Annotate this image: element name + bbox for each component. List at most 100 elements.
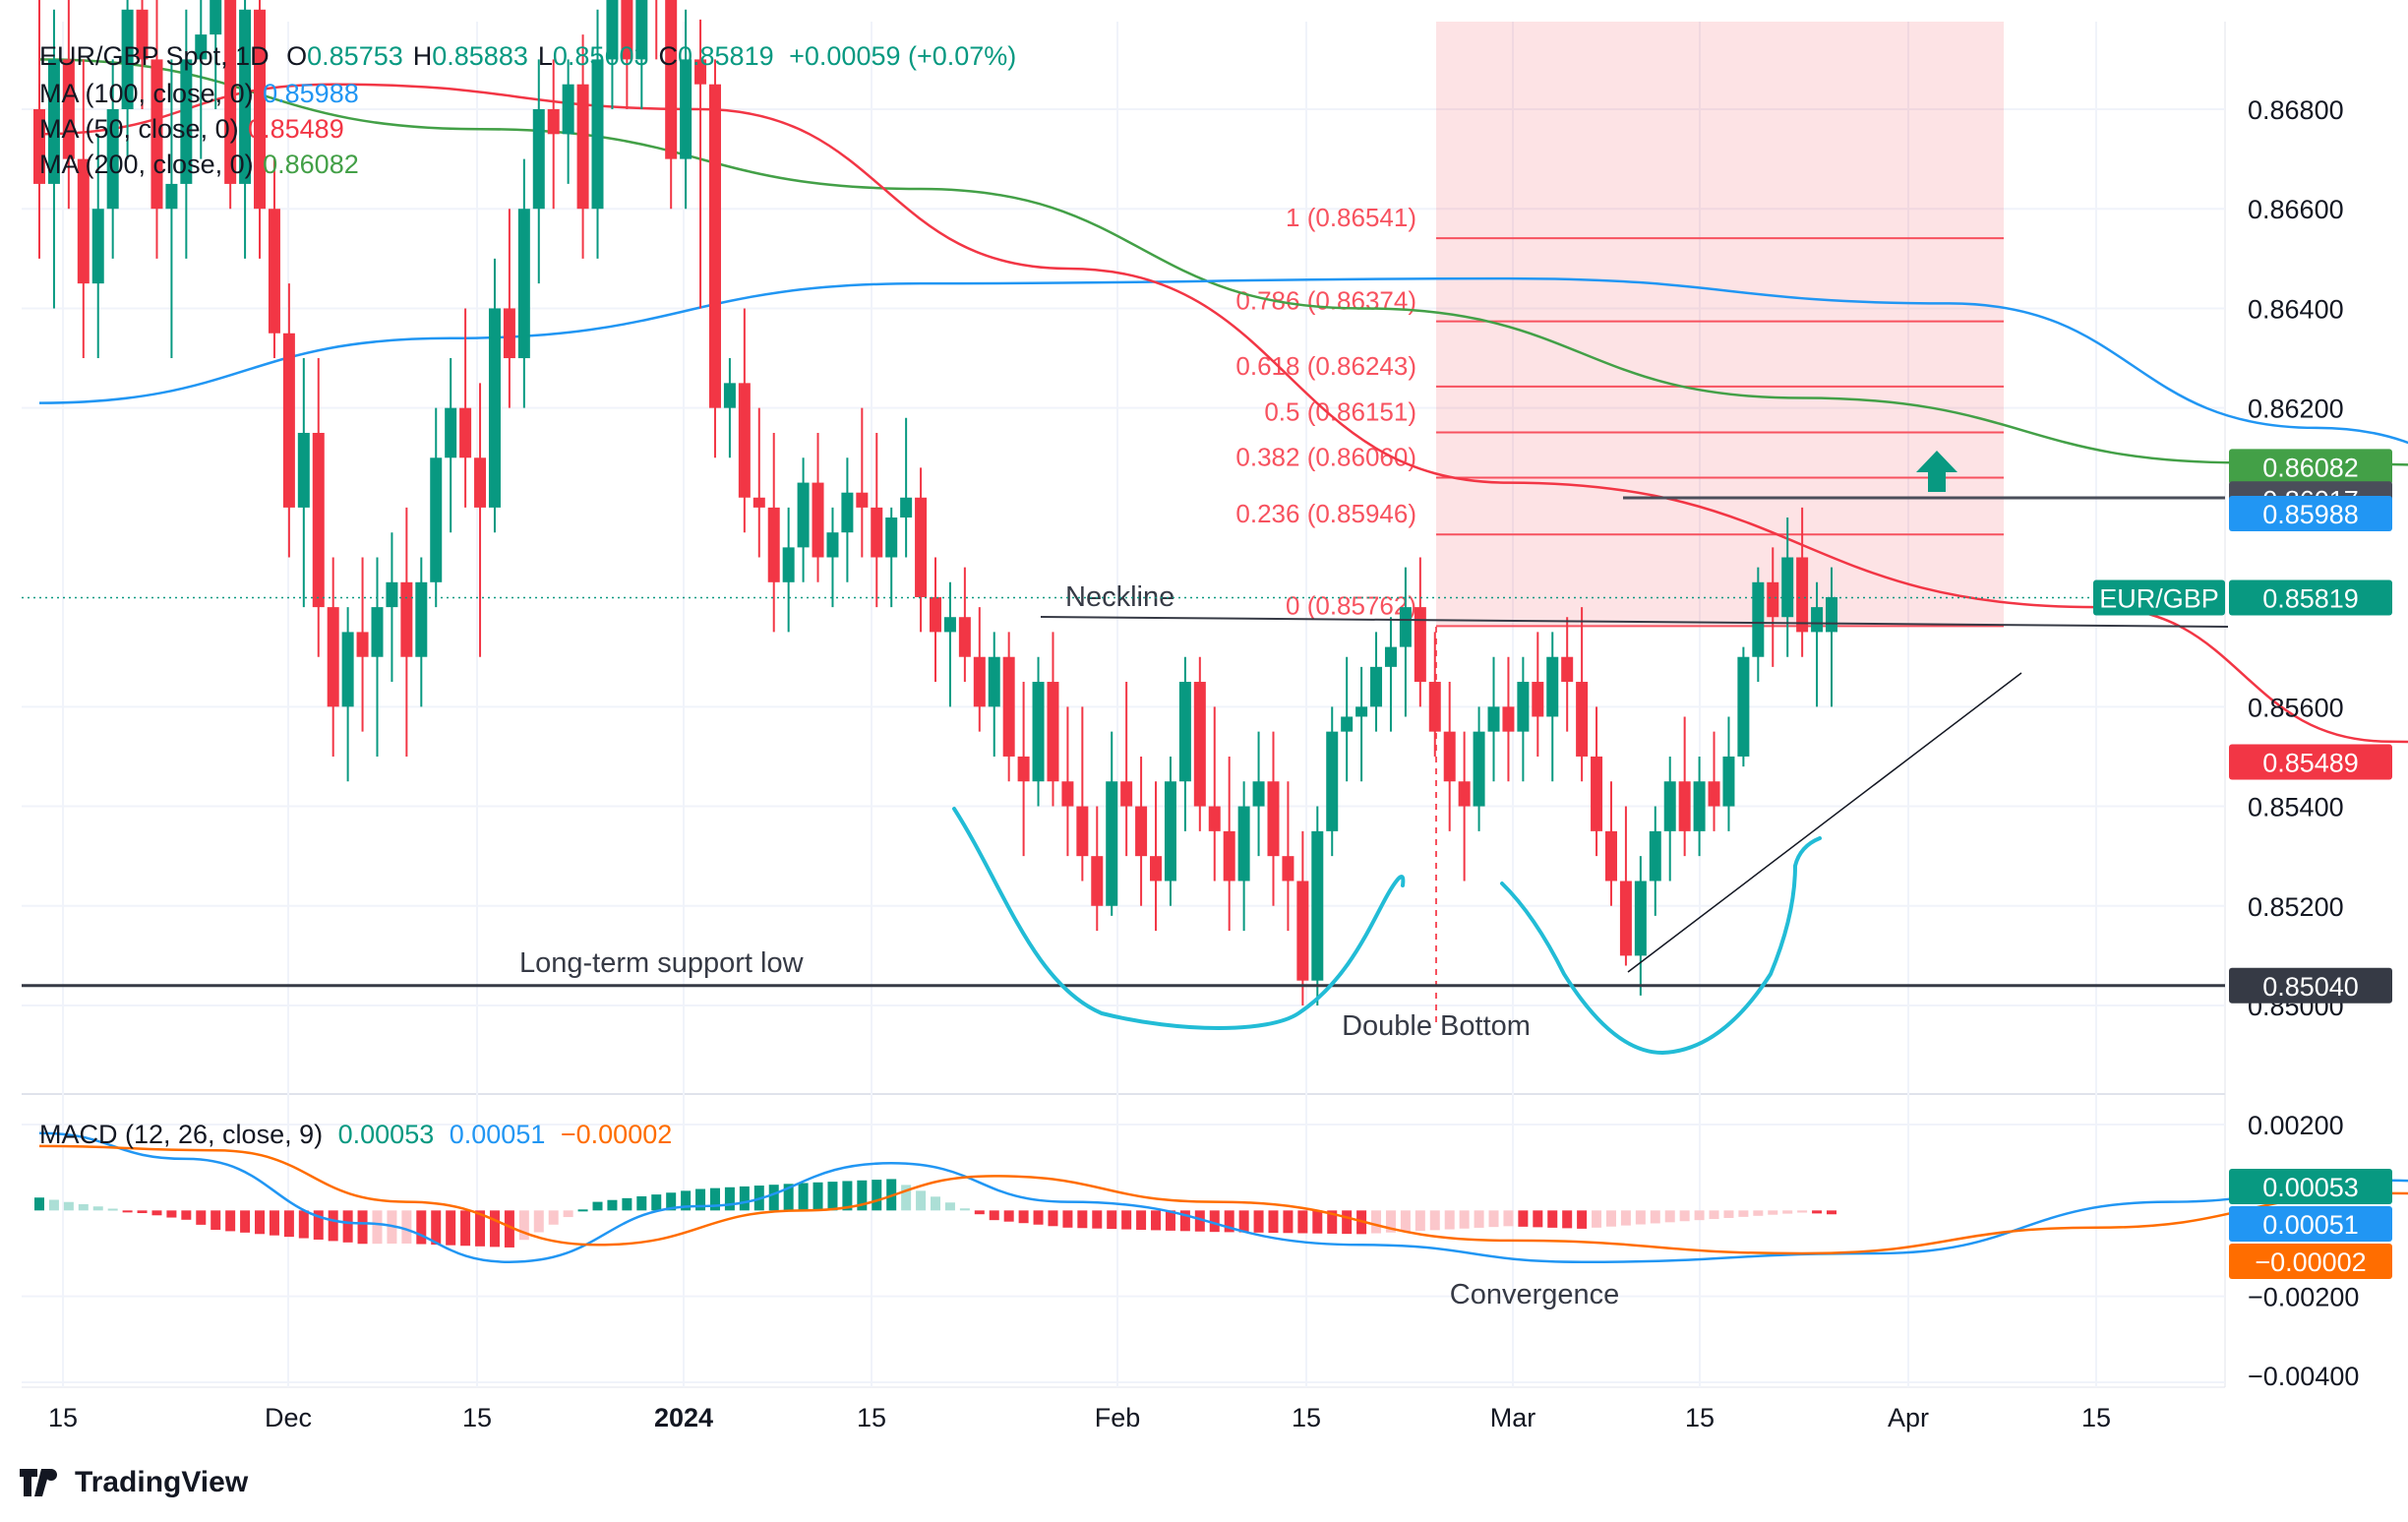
candle-body: [885, 517, 898, 558]
macd-histogram-bar: [592, 1201, 603, 1211]
candle-body: [1502, 706, 1515, 732]
macd-histogram-bar: [709, 1187, 720, 1211]
candle-body: [1252, 781, 1265, 807]
macd-histogram-bar: [989, 1210, 999, 1221]
macd-badge: [2229, 1244, 2392, 1279]
ohlc-h: H0.85883: [413, 41, 528, 71]
macd-histogram-bar: [872, 1180, 882, 1211]
macd-badge: [2229, 1169, 2392, 1204]
candle-body: [503, 308, 515, 359]
macd-histogram-bar: [151, 1210, 162, 1216]
macd-histogram-bar: [1327, 1210, 1338, 1234]
tradingview-logo-icon: [20, 1469, 57, 1496]
candle-body: [532, 109, 545, 210]
candle-body: [1267, 781, 1280, 857]
macd-histogram-bar: [1533, 1210, 1543, 1228]
axes: 0.86800 0.86600 0.86400 0.86200 0.85600 0.854…: [48, 95, 2392, 1432]
macd-badge-label: 0.00053: [2262, 1173, 2359, 1202]
macd-badge: [2229, 1206, 2392, 1242]
macd-histogram-bar: [1723, 1210, 1734, 1218]
double-bottom-curve-left: [952, 807, 1406, 1030]
candle-body: [1061, 781, 1074, 807]
price-badge-label: 0.85489: [2262, 749, 2359, 778]
double-bottom-label: Double Bottom: [1342, 1010, 1531, 1042]
macd-histogram-bar: [1194, 1210, 1205, 1232]
candle-body: [1722, 756, 1735, 807]
support-label: Long-term support low: [519, 947, 805, 979]
macd-histogram-bar: [460, 1210, 471, 1247]
moving-averages: [38, 58, 2408, 744]
candle-body: [1458, 781, 1471, 807]
macd-histogram-bar: [1209, 1210, 1220, 1233]
candle-body: [1032, 682, 1045, 782]
price-tick-label: 0.86200: [2248, 395, 2344, 424]
projection-zone: [1436, 22, 2004, 627]
candle-body: [606, 0, 619, 60]
macd-histogram-bar: [1033, 1210, 1044, 1225]
candle-body: [1473, 731, 1485, 807]
price-badge: [2229, 495, 2392, 531]
candle-body: [1767, 581, 1779, 618]
macd-tick-label: 0.00200: [2248, 1111, 2344, 1140]
candle-body: [723, 383, 736, 408]
macd-histogram-bar: [1797, 1210, 1808, 1213]
macd-histogram-bar: [739, 1186, 750, 1211]
candle-body: [1752, 581, 1765, 657]
macd-tick-label: −0.00400: [2248, 1362, 2359, 1391]
ohlc-value: 0.85753: [307, 41, 403, 71]
brand-logo[interactable]: TradingView: [20, 1466, 248, 1499]
symbol-legend: EUR/GBP Spot, 1D O0.85753 H0.85883 L0.8560…: [39, 41, 1016, 72]
time-tick-label: 15: [857, 1403, 886, 1432]
ohlc-value: 0.85883: [432, 41, 528, 71]
fib-level-label: 0.786 (0.86374): [1235, 286, 1416, 316]
candle-body: [445, 407, 457, 458]
candle-body: [665, 0, 678, 159]
macd-histogram-bar: [651, 1194, 662, 1211]
candle-body: [1487, 706, 1500, 732]
macd-histogram-bar: [1297, 1210, 1308, 1234]
macd-histogram-bar: [1136, 1210, 1147, 1230]
candle-body: [1826, 596, 1837, 633]
candle-body: [1223, 830, 1235, 882]
macd-histogram-bar: [1474, 1210, 1484, 1228]
ma100-line: [38, 276, 2408, 445]
macd-histogram-bar: [1694, 1210, 1705, 1221]
macd-histogram-bar: [563, 1210, 573, 1218]
macd-histogram-bar: [1003, 1210, 1014, 1222]
time-tick-label: Mar: [1490, 1403, 1536, 1432]
grid: [22, 22, 2226, 1388]
macd-histogram-bar: [1415, 1210, 1425, 1232]
candle-body: [1047, 682, 1059, 782]
candle-body: [856, 492, 869, 508]
candle-body: [1164, 781, 1176, 882]
price-tick-label: 0.85400: [2248, 793, 2344, 822]
candle-body: [33, 109, 45, 184]
macd-histogram-bar: [518, 1210, 529, 1241]
macd-histogram-bar: [681, 1190, 692, 1211]
price-tick-label: 0.86400: [2248, 294, 2344, 324]
macd-histogram-bar: [1768, 1210, 1778, 1215]
candle-body: [268, 209, 280, 334]
fib-level-label: 0.5 (0.86151): [1264, 396, 1416, 426]
macd-histogram-bar: [1224, 1210, 1234, 1233]
macd-label: MACD (12, 26, close, 9): [39, 1120, 324, 1149]
time-tick-label: Dec: [265, 1403, 312, 1432]
ohlc-value: 0.85603: [552, 41, 649, 71]
macd-histogram-bar: [137, 1210, 148, 1214]
fib-level-label: 0.236 (0.85946): [1235, 499, 1416, 528]
candle-body: [224, 0, 237, 184]
candle-body: [1414, 607, 1426, 683]
candle-body: [1399, 607, 1412, 647]
candle-body: [871, 507, 883, 558]
macd-histogram-bar: [1371, 1210, 1382, 1234]
ma50-value: 0.85489: [248, 114, 344, 144]
macd-histogram-bar: [1429, 1210, 1440, 1231]
ma100-legend: MA (100, close, 0) 0.85988: [39, 79, 359, 109]
candle-body: [900, 497, 913, 518]
macd-legend: MACD (12, 26, close, 9) 0.00053 0.00051 …: [39, 1120, 672, 1150]
price-badge: [2229, 744, 2392, 780]
candle-body: [180, 59, 193, 184]
candle-body: [254, 9, 267, 210]
macd-histogram-bar: [240, 1210, 251, 1233]
